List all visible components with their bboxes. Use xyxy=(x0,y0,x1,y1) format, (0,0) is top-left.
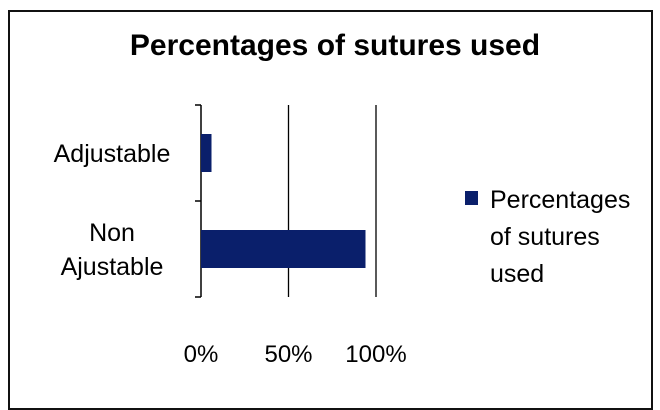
bar xyxy=(201,134,212,172)
x-tick-label: 100% xyxy=(345,341,406,368)
category-label: Non xyxy=(89,219,135,247)
x-tick-label: 50% xyxy=(264,341,312,368)
legend: Percentages of sutures used xyxy=(465,186,630,288)
chart-title: Percentages of sutures used xyxy=(130,29,540,62)
category-label: Ajustable xyxy=(61,253,164,281)
legend-label: Percentages xyxy=(490,186,630,214)
legend-label: of sutures xyxy=(490,223,600,251)
plot-area: 0% 50% 100% Adjustable Non Ajustable xyxy=(54,104,407,368)
bar xyxy=(201,230,366,268)
chart-svg: Percentages of sutures used 0% 50% 100% Adj… xyxy=(54,29,631,368)
x-tick-label: 0% xyxy=(184,341,219,368)
legend-label: used xyxy=(490,260,544,288)
category-label: Adjustable xyxy=(54,140,171,168)
legend-swatch xyxy=(465,191,478,205)
